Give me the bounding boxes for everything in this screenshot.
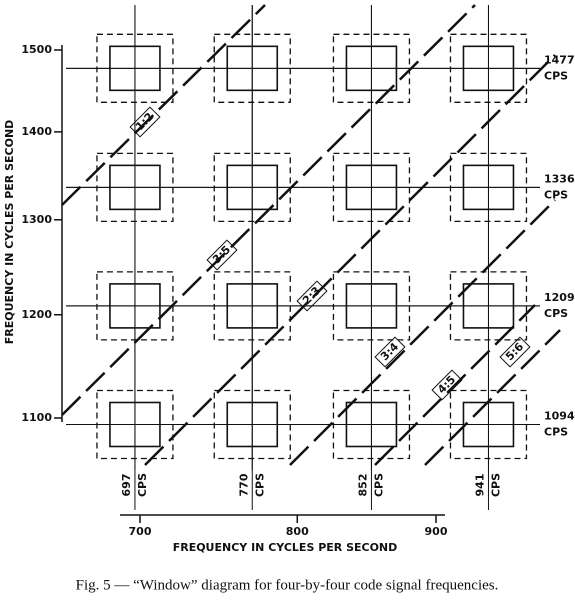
ratio-label: 3:5 <box>210 243 233 266</box>
x-tick-label: 800 <box>286 525 309 538</box>
row-label: 1477 <box>544 53 575 66</box>
row-unit: CPS <box>544 307 568 320</box>
caption: Fig. 5 — “Window” diagram for four-by-fo… <box>76 577 499 593</box>
row-unit: CPS <box>544 69 568 82</box>
ratio-line <box>144 54 556 466</box>
column-unit: CPS <box>489 473 502 497</box>
ratio-line <box>374 304 536 466</box>
row-label: 1209 <box>544 291 575 304</box>
ratio-label: 3:4 <box>378 340 401 363</box>
y-tick-label: 1400 <box>21 125 52 138</box>
y-tick-label: 1100 <box>21 411 52 424</box>
ratio-label-bg <box>499 336 531 368</box>
row-unit: CPS <box>544 188 568 201</box>
y-axis-title: FREQUENCY IN CYCLES PER SECOND <box>3 120 16 345</box>
column-label: 770 <box>237 473 250 496</box>
ratio-label: 1:2 <box>133 110 156 133</box>
row-label: 1336 <box>544 172 575 185</box>
column-unit: CPS <box>253 473 266 497</box>
row-label: 1094 <box>544 409 575 422</box>
y-tick-label: 1500 <box>21 43 52 56</box>
y-tick-label: 1200 <box>21 308 52 321</box>
ratio-label-bg <box>374 336 406 368</box>
ratio-label-bg <box>296 280 328 312</box>
ratio-line <box>61 4 476 416</box>
column-label: 697 <box>120 474 133 497</box>
ratio-label: 5:6 <box>503 340 526 363</box>
ratio-label: 4:5 <box>435 373 458 396</box>
x-tick-label: 900 <box>425 525 448 538</box>
ratio-line <box>61 4 266 206</box>
column-label: 941 <box>473 474 486 497</box>
x-axis-title: FREQUENCY IN CYCLES PER SECOND <box>173 541 398 554</box>
row-unit: CPS <box>544 425 568 438</box>
ratio-line <box>424 329 561 466</box>
column-unit: CPS <box>136 473 149 497</box>
ratio-label: 2:3 <box>300 284 323 307</box>
ratio-label-bg <box>129 106 161 138</box>
y-tick-label: 1300 <box>21 213 52 226</box>
column-unit: CPS <box>372 473 385 497</box>
ratio-label-bg <box>431 369 463 401</box>
x-tick-label: 700 <box>129 525 152 538</box>
ratio-label-bg <box>206 239 238 271</box>
column-label: 852 <box>356 474 369 497</box>
ratio-line <box>289 199 556 466</box>
